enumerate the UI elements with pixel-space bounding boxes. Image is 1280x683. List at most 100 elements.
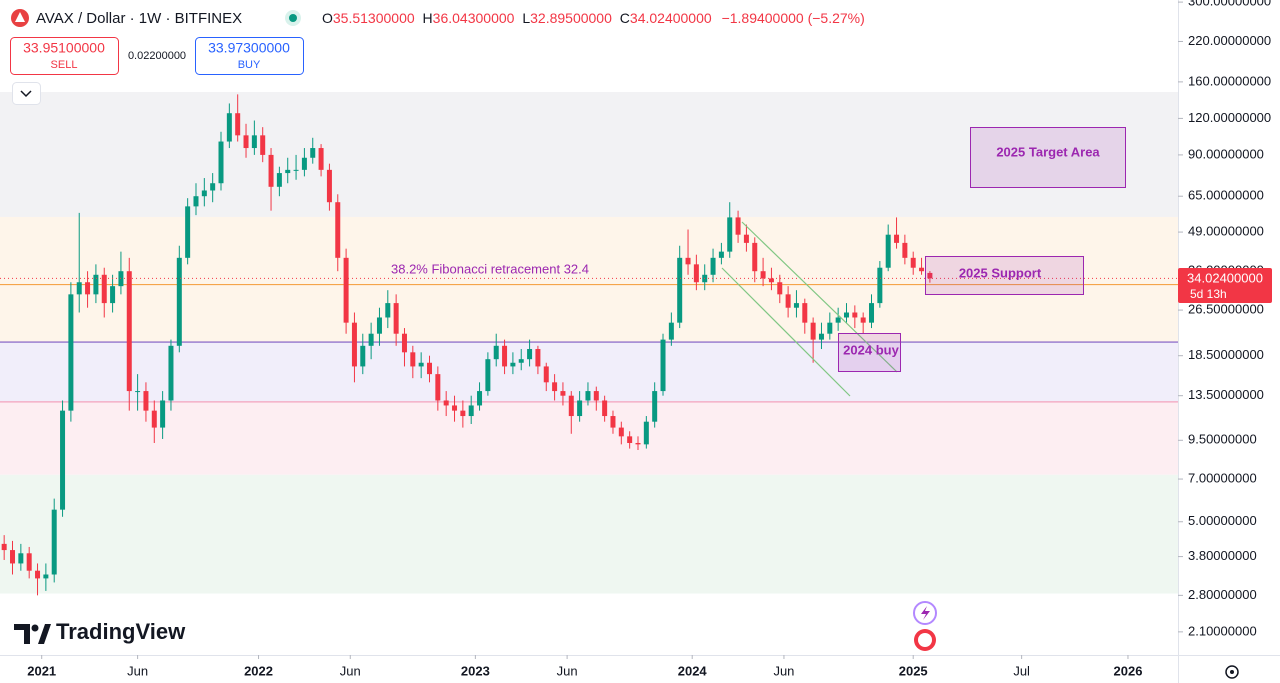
candle-body [110,286,116,304]
price-tag-price: 34.02400000 [1187,270,1263,285]
fib-zone [0,474,1178,594]
candle-body [627,436,633,443]
buy-price: 33.97300000 [208,40,290,56]
ohlc-value: 34.02400000 [630,10,712,26]
y-tick-label: 2.80000000 [1188,587,1257,602]
x-tick-label: 2022 [244,663,273,678]
candle-body [276,173,282,187]
drawings: 38.2% Fibonacci retracement 32.4 2025 Ta… [391,127,1126,397]
spread: 0.02200000 [128,50,186,62]
x-tick-label: Jun [773,663,794,678]
candle-body [660,339,666,392]
candle-body [376,317,382,334]
candle-body [93,274,99,295]
candle-body [418,362,424,367]
candle-body [176,257,182,346]
candle-body [760,271,766,279]
candle-body [226,113,232,142]
symbol-icon-glyph [15,12,25,22]
candle-body [894,234,900,243]
support-label: 2025 Support [959,265,1042,280]
candle-body [10,550,16,564]
candle-body [743,234,749,243]
logo-mark [14,624,30,644]
candle-body [210,183,216,191]
buy-box [838,333,901,372]
candle-body [443,400,449,406]
y-tick-label: 300.00000000 [1188,0,1271,9]
candle-body [635,442,641,445]
candle-body [585,391,591,401]
market-status-dot [289,14,297,22]
candle-body [902,242,908,258]
settings[interactable] [1225,665,1239,679]
candle-body [243,135,249,149]
candle-body [618,427,624,437]
ohlc-value: 32.89500000 [530,10,612,26]
y-tick-label: 9.50000000 [1188,432,1257,447]
candle-body [318,148,324,170]
candle-body [502,345,508,367]
channel-line [741,221,898,373]
candle-body [568,395,574,417]
candle-body [677,257,683,323]
candle-body [301,157,307,170]
candle-body [877,267,883,304]
settings-glyph [1230,670,1234,674]
buy-button[interactable] [195,37,304,75]
candle-body [135,391,141,393]
fib-label: 38.2% Fibonacci retracement 32.4 [391,261,589,276]
sell-button[interactable] [10,37,119,75]
candle-body [668,322,674,340]
candle-body [827,322,833,334]
candle-body [168,345,174,401]
x-tick-label: 2021 [27,663,56,678]
candle-body [310,148,316,158]
y-tick-label: 220.00000000 [1188,33,1271,48]
buy-label: 2024 buy [843,342,899,357]
candle-body [360,345,366,367]
ohlc: O35.51300000 H36.04300000 L32.89500000 C… [322,10,865,26]
candle-body [235,113,241,136]
candle-body [535,349,541,367]
candle-body [552,382,558,392]
candle-body [643,421,649,445]
candle-body [335,202,341,258]
candle-body [910,257,916,268]
y-tick-label: 90.00000000 [1188,146,1264,161]
candle-body [718,251,724,258]
candle-body [151,410,157,428]
x-tick-label: 2026 [1114,663,1143,678]
target-label: 2025 Target Area [996,144,1100,159]
x-tick-label: 2023 [461,663,490,678]
y-tick-label: 3.80000000 [1188,548,1257,563]
candle-body [343,257,349,323]
price-tag [1178,268,1272,303]
candle-body [51,509,57,575]
candle-body [60,410,66,510]
candle-body [452,405,458,411]
candle-body [919,267,925,272]
y-tick-label: 2.10000000 [1188,623,1257,638]
candle-body [368,333,374,346]
y-tick-label: 49.00000000 [1188,224,1264,239]
candle-body [326,169,332,203]
candle-body [610,416,616,428]
candle-body [485,359,491,392]
sell-price: 33.95100000 [23,40,105,56]
candle-body [477,391,483,406]
x-tick-label: Jun [340,663,361,678]
ohlc-value: 36.04300000 [433,10,515,26]
candle-body [869,303,875,323]
candle-body [468,405,474,417]
candle-body [268,154,274,187]
candle-body [101,274,107,304]
candle-body [543,366,549,383]
candle-body [285,169,291,174]
event-glyph [918,633,932,647]
collapse-button[interactable] [12,82,41,105]
candle-body [160,400,166,428]
candle-body [527,349,533,360]
x-tick-label: 2025 [899,663,928,678]
